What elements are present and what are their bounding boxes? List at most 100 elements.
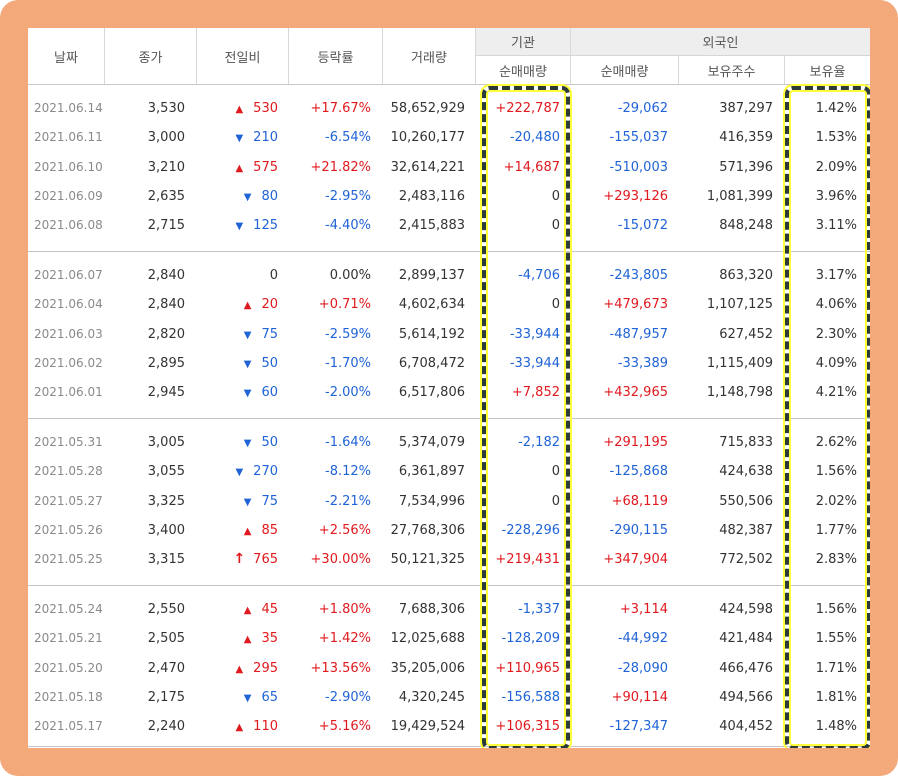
- cell-foreign-net: -28,090: [617, 661, 668, 676]
- cell-foreign-ratio: 2.62%: [815, 435, 857, 450]
- down-triangle-icon: ▼: [243, 192, 252, 203]
- table-bottom-border: [28, 746, 870, 747]
- change-value: 575: [253, 160, 278, 175]
- cell-rate: -8.12%: [325, 464, 371, 479]
- cell-rate: +5.16%: [318, 719, 371, 734]
- cell-foreign-ratio: 2.09%: [815, 160, 857, 175]
- change-value: 80: [261, 189, 278, 204]
- header-foreign-net[interactable]: 순매매량: [571, 56, 678, 84]
- cell-rate: +0.71%: [318, 297, 371, 312]
- cell-foreign-net: -290,115: [609, 523, 668, 538]
- cell-change: ▼ 60: [198, 378, 278, 407]
- cell-date: 2021.05.24: [34, 602, 103, 616]
- cell-rate: -4.40%: [325, 218, 371, 233]
- cell-volume: 58,652,929: [390, 101, 465, 116]
- cell-foreign-holdings: 848,248: [719, 218, 773, 233]
- header-volume[interactable]: 거래량: [383, 28, 475, 84]
- table-row: 2021.05.28 3,055 ▼ 270 -8.12% 6,361,897 0 -125,…: [28, 457, 870, 486]
- cell-change: ▼ 75: [198, 487, 278, 516]
- header-institution-net[interactable]: 순매매량: [476, 56, 570, 84]
- cell-volume: 50,121,325: [390, 552, 465, 567]
- change-value: 60: [261, 385, 278, 400]
- cell-close: 2,840: [147, 268, 185, 283]
- cell-date: 2021.05.27: [34, 494, 103, 508]
- down-triangle-icon: ▼: [235, 133, 244, 144]
- cell-foreign-net: -125,868: [609, 464, 668, 479]
- table-row: 2021.06.09 2,635 ▼ 80 -2.95% 2,483,116 0 +293,1…: [28, 182, 870, 211]
- change-value: 20: [261, 297, 278, 312]
- cell-foreign-holdings: 416,359: [719, 130, 773, 145]
- header-rate[interactable]: 등락률: [289, 28, 382, 84]
- table-row: 2021.06.10 3,210 ▲ 575 +21.82% 32,614,221 +14,…: [28, 153, 870, 182]
- cell-change: ▼ 125: [198, 211, 278, 240]
- cell-foreign-ratio: 1.77%: [815, 523, 857, 538]
- cell-institution-net: 0: [551, 494, 560, 509]
- cell-foreign-net: +479,673: [603, 297, 668, 312]
- cell-volume: 4,320,245: [398, 690, 465, 705]
- cell-institution-net: -156,588: [501, 690, 560, 705]
- down-triangle-icon: ▼: [243, 693, 252, 704]
- cell-foreign-holdings: 404,452: [719, 719, 773, 734]
- cell-foreign-net: +347,904: [603, 552, 668, 567]
- cell-foreign-ratio: 1.42%: [815, 101, 857, 116]
- cell-institution-net: -228,296: [501, 523, 560, 538]
- cell-change: ▲ 530: [198, 94, 278, 123]
- cell-close: 2,470: [147, 661, 185, 676]
- table-row: 2021.06.01 2,945 ▼ 60 -2.00% 6,517,806 +7,852 +…: [28, 378, 870, 407]
- cell-foreign-net: +432,965: [603, 385, 668, 400]
- cell-close: 3,055: [147, 464, 185, 479]
- cell-foreign-ratio: 1.56%: [815, 602, 857, 617]
- header-date[interactable]: 날짜: [28, 28, 104, 84]
- cell-institution-net: -4,706: [518, 268, 560, 283]
- header-institution-group: 기관: [476, 28, 570, 56]
- cell-foreign-holdings: 550,506: [719, 494, 773, 509]
- header-foreign-holdings[interactable]: 보유주수: [679, 56, 784, 84]
- cell-foreign-ratio: 3.96%: [815, 189, 857, 204]
- cell-foreign-net: +291,195: [603, 435, 668, 450]
- header-foreign-ratio[interactable]: 보유율: [785, 56, 870, 84]
- table-row: 2021.05.21 2,505 ▲ 35 +1.42% 12,025,688 -128,2…: [28, 624, 870, 653]
- cell-volume: 5,374,079: [398, 435, 465, 450]
- cell-close: 2,175: [147, 690, 185, 705]
- header-close[interactable]: 종가: [105, 28, 196, 84]
- cell-close: 3,325: [147, 494, 185, 509]
- cell-foreign-holdings: 772,502: [719, 552, 773, 567]
- header-change[interactable]: 전일비: [197, 28, 288, 84]
- cell-rate: -2.59%: [325, 327, 371, 342]
- cell-rate: -2.21%: [325, 494, 371, 509]
- cell-foreign-holdings: 424,598: [719, 602, 773, 617]
- cell-change: ▼ 75: [198, 320, 278, 349]
- change-value: 210: [253, 130, 278, 145]
- cell-volume: 6,361,897: [398, 464, 465, 479]
- cell-date: 2021.06.04: [34, 297, 103, 311]
- cell-foreign-ratio: 1.81%: [815, 690, 857, 705]
- cell-institution-net: -33,944: [509, 327, 560, 342]
- cell-foreign-ratio: 1.55%: [815, 631, 857, 646]
- cell-foreign-net: +68,119: [611, 494, 668, 509]
- cell-foreign-net: -127,347: [609, 719, 668, 734]
- cell-foreign-ratio: 1.56%: [815, 464, 857, 479]
- cell-rate: 0.00%: [329, 268, 371, 283]
- change-value: 295: [253, 661, 278, 676]
- cell-foreign-holdings: 482,387: [719, 523, 773, 538]
- cell-change: ▲ 110: [198, 712, 278, 741]
- cell-rate: +2.56%: [318, 523, 371, 538]
- cell-volume: 6,708,472: [398, 356, 465, 371]
- cell-change: ▼ 80: [198, 182, 278, 211]
- down-triangle-icon: ▼: [243, 330, 252, 341]
- stock-trading-table: 날짜 종가 전일비 등락률 거래량 기관 순매매량 외국인 순매매량 보유주수 …: [28, 28, 870, 748]
- table-row: 2021.06.08 2,715 ▼ 125 -4.40% 2,415,883 0 -15,0…: [28, 211, 870, 240]
- cell-foreign-holdings: 571,396: [719, 160, 773, 175]
- up-triangle-icon: ▲: [243, 526, 252, 537]
- cell-date: 2021.05.20: [34, 661, 103, 675]
- cell-foreign-net: +293,126: [603, 189, 668, 204]
- cell-date: 2021.06.01: [34, 385, 103, 399]
- table-header: 날짜 종가 전일비 등락률 거래량 기관 순매매량 외국인 순매매량 보유주수 …: [28, 28, 870, 85]
- down-triangle-icon: ▼: [235, 221, 244, 232]
- cell-rate: +1.80%: [318, 602, 371, 617]
- change-value: 765: [253, 552, 278, 567]
- cell-date: 2021.05.18: [34, 690, 103, 704]
- up-triangle-icon: ▲: [235, 722, 244, 733]
- cell-rate: +17.67%: [310, 101, 371, 116]
